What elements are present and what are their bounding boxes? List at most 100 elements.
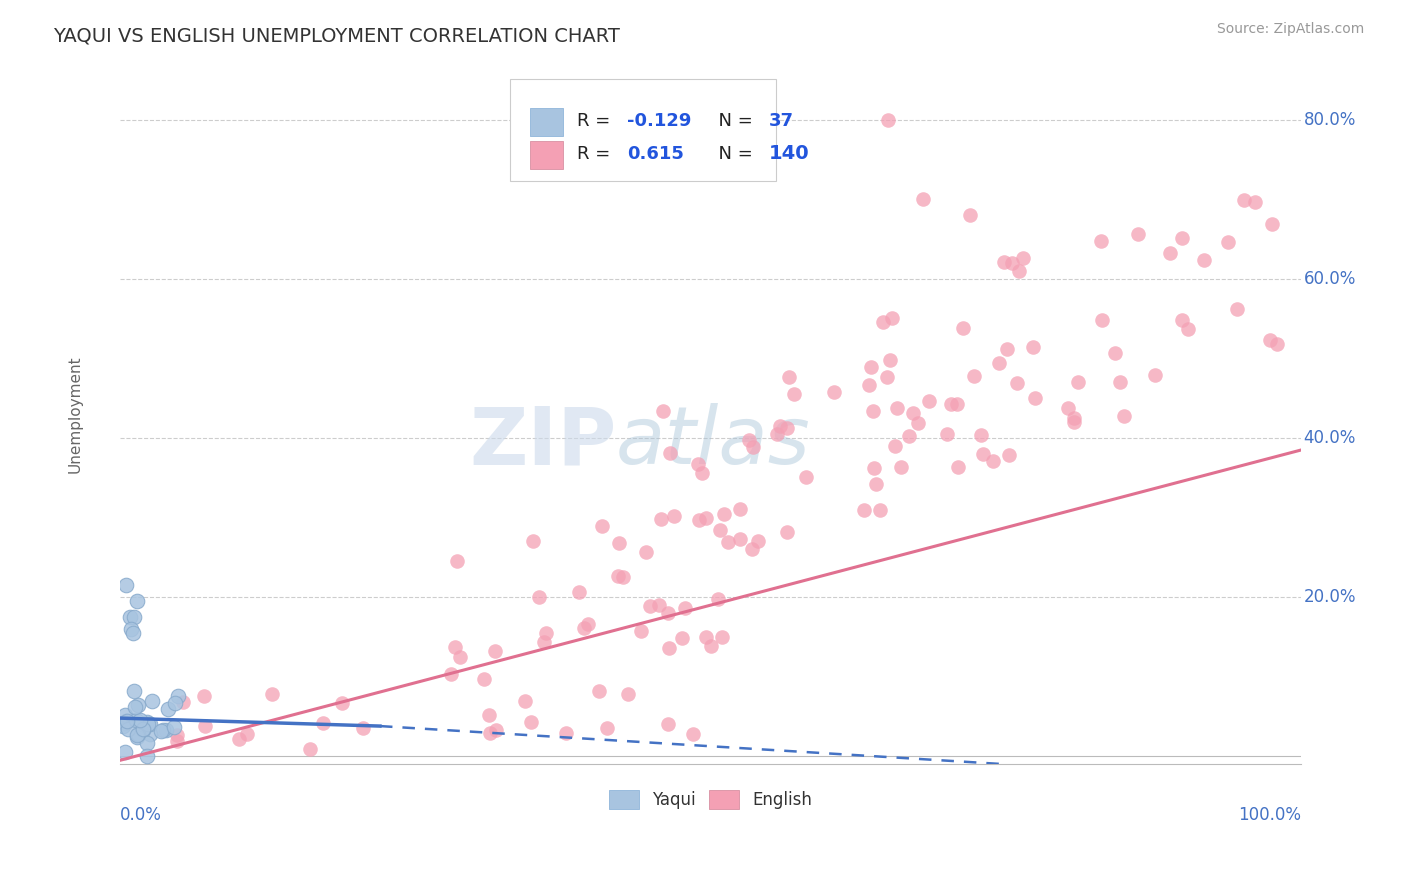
- Point: [135, 715, 157, 730]
- Bar: [530, 108, 562, 136]
- Point: [778, 369, 800, 384]
- Point: [166, 733, 188, 747]
- Point: [139, 717, 162, 731]
- Point: [700, 639, 723, 653]
- Point: [630, 624, 652, 638]
- Point: [122, 684, 145, 698]
- Point: [172, 695, 194, 709]
- Point: [1067, 376, 1090, 390]
- Point: [591, 519, 613, 533]
- FancyBboxPatch shape: [510, 79, 776, 181]
- Point: [657, 606, 679, 620]
- Point: [776, 421, 799, 435]
- Point: [131, 722, 153, 736]
- Point: [707, 591, 730, 606]
- Point: [596, 721, 619, 735]
- Point: [122, 626, 145, 640]
- Point: [478, 725, 501, 739]
- Point: [1258, 333, 1281, 347]
- Point: [120, 622, 142, 636]
- Point: [1063, 415, 1085, 429]
- Point: [952, 320, 974, 334]
- Point: [127, 698, 149, 712]
- Point: [912, 192, 935, 206]
- Point: [127, 727, 149, 741]
- Point: [872, 315, 894, 329]
- Point: [193, 689, 215, 703]
- Point: [617, 687, 640, 701]
- Point: [522, 534, 544, 549]
- Point: [118, 610, 141, 624]
- Text: ZIP: ZIP: [470, 403, 616, 481]
- Point: [485, 723, 508, 737]
- Point: [959, 208, 981, 222]
- Point: [578, 616, 600, 631]
- Point: [111, 719, 134, 733]
- Point: [125, 730, 148, 744]
- Point: [1171, 312, 1194, 326]
- Text: 20.0%: 20.0%: [1303, 588, 1355, 607]
- Point: [945, 397, 967, 411]
- Point: [114, 708, 136, 723]
- Point: [963, 369, 986, 384]
- Point: [869, 502, 891, 516]
- Point: [671, 631, 693, 645]
- Point: [478, 708, 501, 723]
- Point: [114, 716, 136, 731]
- Point: [534, 626, 557, 640]
- Point: [1243, 195, 1265, 210]
- Point: [695, 630, 717, 644]
- Point: [1022, 340, 1045, 354]
- Point: [852, 502, 875, 516]
- Point: [136, 749, 159, 764]
- Point: [449, 650, 471, 665]
- Point: [794, 470, 817, 484]
- Point: [901, 406, 924, 420]
- Point: [1024, 391, 1046, 405]
- Point: [1177, 321, 1199, 335]
- Text: N =: N =: [707, 112, 759, 129]
- Point: [709, 523, 731, 537]
- Point: [444, 640, 467, 654]
- Point: [312, 715, 335, 730]
- Point: [657, 717, 679, 731]
- Point: [1057, 401, 1080, 415]
- Point: [527, 591, 550, 605]
- Point: [117, 723, 139, 737]
- Text: Unemployment: Unemployment: [67, 355, 83, 473]
- Point: [125, 728, 148, 742]
- Point: [568, 585, 591, 599]
- Point: [918, 394, 941, 409]
- Point: [141, 694, 163, 708]
- Point: [352, 721, 374, 735]
- Point: [690, 467, 713, 481]
- Point: [555, 726, 578, 740]
- Point: [1265, 337, 1288, 351]
- Point: [129, 714, 152, 728]
- Point: [165, 696, 187, 710]
- Point: [747, 533, 769, 548]
- Point: [235, 727, 257, 741]
- Point: [658, 640, 681, 655]
- Point: [1143, 368, 1166, 382]
- Point: [330, 696, 353, 710]
- Bar: [530, 141, 562, 169]
- Point: [136, 716, 159, 731]
- Point: [886, 401, 908, 415]
- Point: [1226, 301, 1249, 316]
- Point: [1261, 217, 1284, 231]
- Point: [823, 384, 845, 399]
- Point: [1001, 255, 1024, 269]
- Point: [1090, 234, 1112, 248]
- Point: [440, 666, 463, 681]
- Point: [717, 535, 740, 549]
- Point: [262, 687, 284, 701]
- Point: [1216, 235, 1239, 249]
- Point: [969, 428, 991, 442]
- Point: [1233, 193, 1256, 207]
- Point: [862, 404, 884, 418]
- Point: [612, 570, 634, 584]
- Point: [742, 440, 765, 454]
- Point: [651, 404, 673, 418]
- Text: YAQUI VS ENGLISH UNEMPLOYMENT CORRELATION CHART: YAQUI VS ENGLISH UNEMPLOYMENT CORRELATIO…: [53, 27, 620, 45]
